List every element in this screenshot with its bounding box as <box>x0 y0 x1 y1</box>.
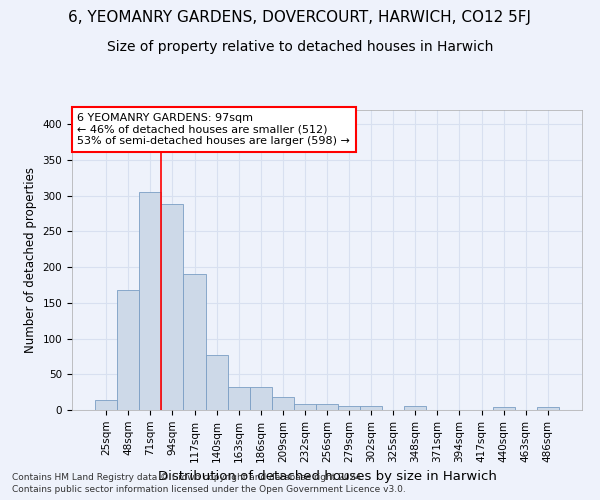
Bar <box>227 387 250 410</box>
Y-axis label: Number of detached properties: Number of detached properties <box>24 167 37 353</box>
Text: Size of property relative to detached houses in Harwich: Size of property relative to detached ho… <box>107 40 493 54</box>
Bar <box>250 387 272 410</box>
Bar <box>184 274 206 410</box>
Text: Contains public sector information licensed under the Open Government Licence v3: Contains public sector information licen… <box>12 486 406 494</box>
Bar <box>117 290 139 410</box>
Bar <box>493 407 515 410</box>
Bar <box>404 406 427 410</box>
Text: Contains HM Land Registry data © Crown copyright and database right 2024.: Contains HM Land Registry data © Crown c… <box>12 473 364 482</box>
Bar <box>139 192 161 410</box>
X-axis label: Distribution of detached houses by size in Harwich: Distribution of detached houses by size … <box>158 470 496 483</box>
Bar <box>95 400 117 410</box>
Text: 6, YEOMANRY GARDENS, DOVERCOURT, HARWICH, CO12 5FJ: 6, YEOMANRY GARDENS, DOVERCOURT, HARWICH… <box>68 10 532 25</box>
Bar <box>272 397 294 410</box>
Bar <box>316 404 338 410</box>
Bar <box>294 404 316 410</box>
Bar <box>206 355 227 410</box>
Bar <box>360 406 382 410</box>
Bar <box>161 204 184 410</box>
Bar <box>537 407 559 410</box>
Bar <box>338 406 360 410</box>
Text: 6 YEOMANRY GARDENS: 97sqm
← 46% of detached houses are smaller (512)
53% of semi: 6 YEOMANRY GARDENS: 97sqm ← 46% of detac… <box>77 113 350 146</box>
